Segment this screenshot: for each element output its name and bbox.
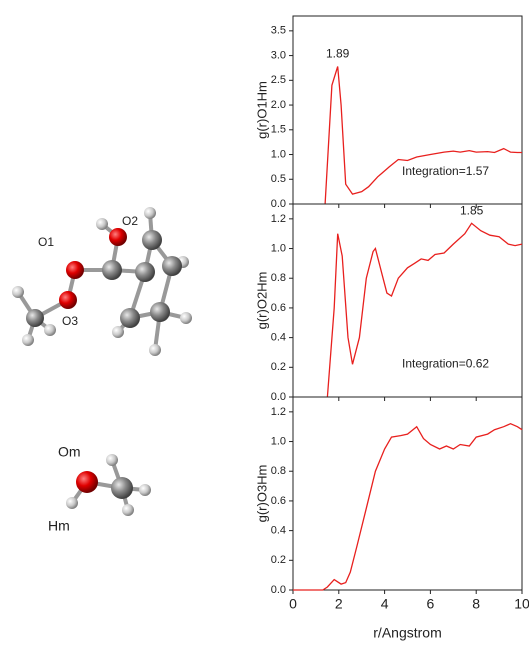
x-tick-label: 8 xyxy=(472,596,480,612)
y-tick-label: 0.6 xyxy=(271,302,286,314)
x-tick-label: 6 xyxy=(427,596,435,612)
atom-label: O2 xyxy=(122,214,138,228)
y-tick-label: 3.5 xyxy=(271,25,286,37)
plot-frame xyxy=(293,397,522,590)
y-tick-label: 0.4 xyxy=(271,332,286,344)
y-tick-label: 1.2 xyxy=(271,406,286,418)
line xyxy=(325,67,522,205)
y-tick-label: 1.5 xyxy=(271,124,286,136)
y-tick-label: 0.8 xyxy=(271,272,286,284)
atom-label: Hm xyxy=(48,518,70,534)
y-tick-label: 0.0 xyxy=(271,391,286,403)
y-tick-label: 2.5 xyxy=(271,74,286,86)
y-tick-label: 0.2 xyxy=(271,554,286,566)
methanol-molecule xyxy=(66,454,151,516)
x-tick-label: 4 xyxy=(381,596,389,612)
x-tick-label: 10 xyxy=(514,596,529,612)
line xyxy=(327,223,522,397)
y-tick-label: 0.0 xyxy=(271,584,286,596)
integration-label: Integration=0.62 xyxy=(402,356,489,370)
y-tick-label: 0.4 xyxy=(271,525,286,537)
line xyxy=(293,424,522,590)
y-tick-label: 1.0 xyxy=(271,435,286,447)
y-tick-label: 2.0 xyxy=(271,99,286,111)
atom-label: O3 xyxy=(62,314,78,328)
atom-label: O1 xyxy=(38,235,54,249)
y-tick-label: 1.2 xyxy=(271,213,286,225)
y-tick-label: 1.0 xyxy=(271,242,286,254)
y-axis-label: g(r)O2Hm xyxy=(254,272,269,330)
y-axis-label: g(r)O1Hm xyxy=(254,81,269,139)
atom-label: Om xyxy=(58,444,81,460)
y-tick-label: 0.2 xyxy=(271,361,286,373)
y-tick-label: 1.0 xyxy=(271,148,286,160)
y-tick-label: 0.5 xyxy=(271,173,286,185)
integration-label: Integration=1.57 xyxy=(402,164,489,178)
y-axis-label: g(r)O3Hm xyxy=(254,465,269,523)
x-axis-label: r/Angstrom xyxy=(373,625,441,641)
figure: O1 O2 O3 Om Hm 0.0 0.5 1.0 1.5 2.0 2.5 3.0 3.5 g… xyxy=(0,0,529,648)
x-tick-label: 2 xyxy=(335,596,343,612)
acid-molecule xyxy=(12,207,192,356)
y-tick-label: 0.0 xyxy=(271,198,286,210)
y-tick-label: 0.6 xyxy=(271,495,286,507)
y-tick-label: 3.0 xyxy=(271,49,286,61)
y-tick-label: 0.8 xyxy=(271,465,286,477)
x-tick-label: 0 xyxy=(289,596,297,612)
peak-label: 1.89 xyxy=(326,47,350,61)
peak-label: 1.85 xyxy=(460,203,484,217)
